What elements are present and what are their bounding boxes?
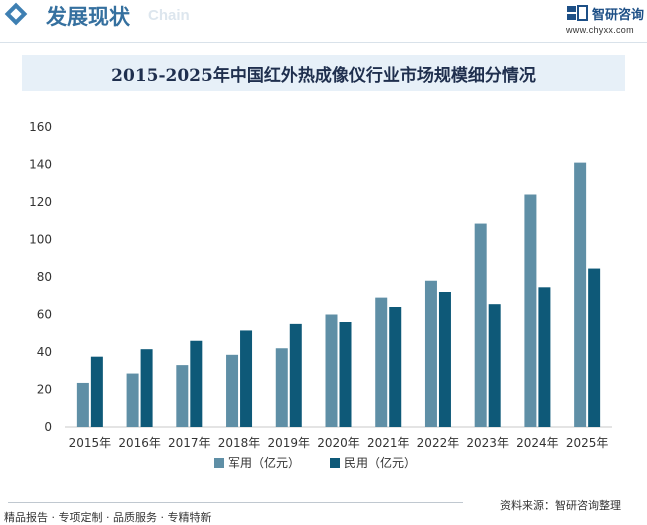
chart-title: 2015-2025年中国红外热成像仪行业市场规模细分情况 — [111, 66, 536, 86]
bar-military — [325, 314, 338, 427]
bar-civil — [488, 304, 501, 427]
bar-military — [375, 297, 388, 427]
x-tick-label: 2022年 — [417, 436, 460, 450]
brand-url: www.chyxx.com — [566, 25, 634, 35]
bar-civil — [438, 292, 451, 427]
bar-military — [424, 280, 437, 427]
x-tick-label: 2018年 — [218, 436, 261, 450]
footer-tagline: 精品报告 · 专项定制 · 品质服务 · 专精特新 — [4, 511, 212, 524]
bar-military — [176, 365, 189, 427]
bar-military — [226, 354, 239, 427]
x-tick-label: 2023年 — [466, 436, 509, 450]
y-tick-label: 120 — [29, 195, 52, 209]
section-title: 发展现状 — [46, 4, 130, 29]
bar-civil — [90, 356, 103, 427]
x-tick-label: 2019年 — [267, 436, 310, 450]
x-tick-label: 2017年 — [168, 436, 211, 450]
header-divider — [0, 42, 647, 43]
brand-logo-icon — [567, 5, 588, 21]
brand-name: 智研咨询 — [592, 8, 645, 23]
bar-civil — [588, 268, 601, 427]
x-tick-label: 2020年 — [317, 436, 360, 450]
bar-military — [76, 382, 89, 427]
section-subtitle: Chain — [148, 7, 190, 24]
bar-civil — [289, 323, 302, 427]
x-tick-label: 2024年 — [516, 436, 559, 450]
bar-civil — [538, 287, 551, 427]
legend-label-military: 军用（亿元） — [228, 455, 300, 470]
bar-civil — [140, 349, 153, 427]
y-tick-label: 20 — [37, 383, 52, 397]
bar-military — [524, 194, 537, 427]
footer-divider — [8, 502, 463, 503]
y-tick-label: 0 — [44, 420, 52, 434]
bar-military — [574, 162, 587, 427]
bar-military — [474, 223, 487, 427]
y-tick-label: 60 — [37, 308, 52, 322]
legend-label-civil: 民用（亿元） — [344, 455, 416, 470]
x-tick-label: 2021年 — [367, 436, 410, 450]
y-tick-label: 100 — [29, 233, 52, 247]
bar-civil — [389, 307, 402, 427]
y-tick-label: 80 — [37, 270, 52, 284]
y-tick-label: 140 — [29, 158, 52, 172]
chart-title-band: 2015-2025年中国红外热成像仪行业市场规模细分情况 — [22, 55, 625, 91]
legend-swatch-military — [214, 458, 224, 468]
bar-military — [126, 373, 139, 427]
x-tick-label: 2025年 — [566, 436, 609, 450]
y-tick-label: 160 — [29, 120, 52, 134]
page-header: 发展现状 Chain 智研咨询 www.chyxx.com — [0, 0, 647, 35]
bar-civil — [339, 322, 352, 427]
x-tick-label: 2016年 — [118, 436, 161, 450]
x-tick-label: 2015年 — [69, 436, 112, 450]
bar-civil — [240, 330, 253, 427]
bar-military — [275, 348, 288, 427]
bar-civil — [190, 340, 203, 427]
y-tick-label: 40 — [37, 345, 52, 359]
legend-swatch-civil — [330, 458, 340, 468]
source-note: 资料来源：智研咨询整理 — [500, 499, 621, 512]
